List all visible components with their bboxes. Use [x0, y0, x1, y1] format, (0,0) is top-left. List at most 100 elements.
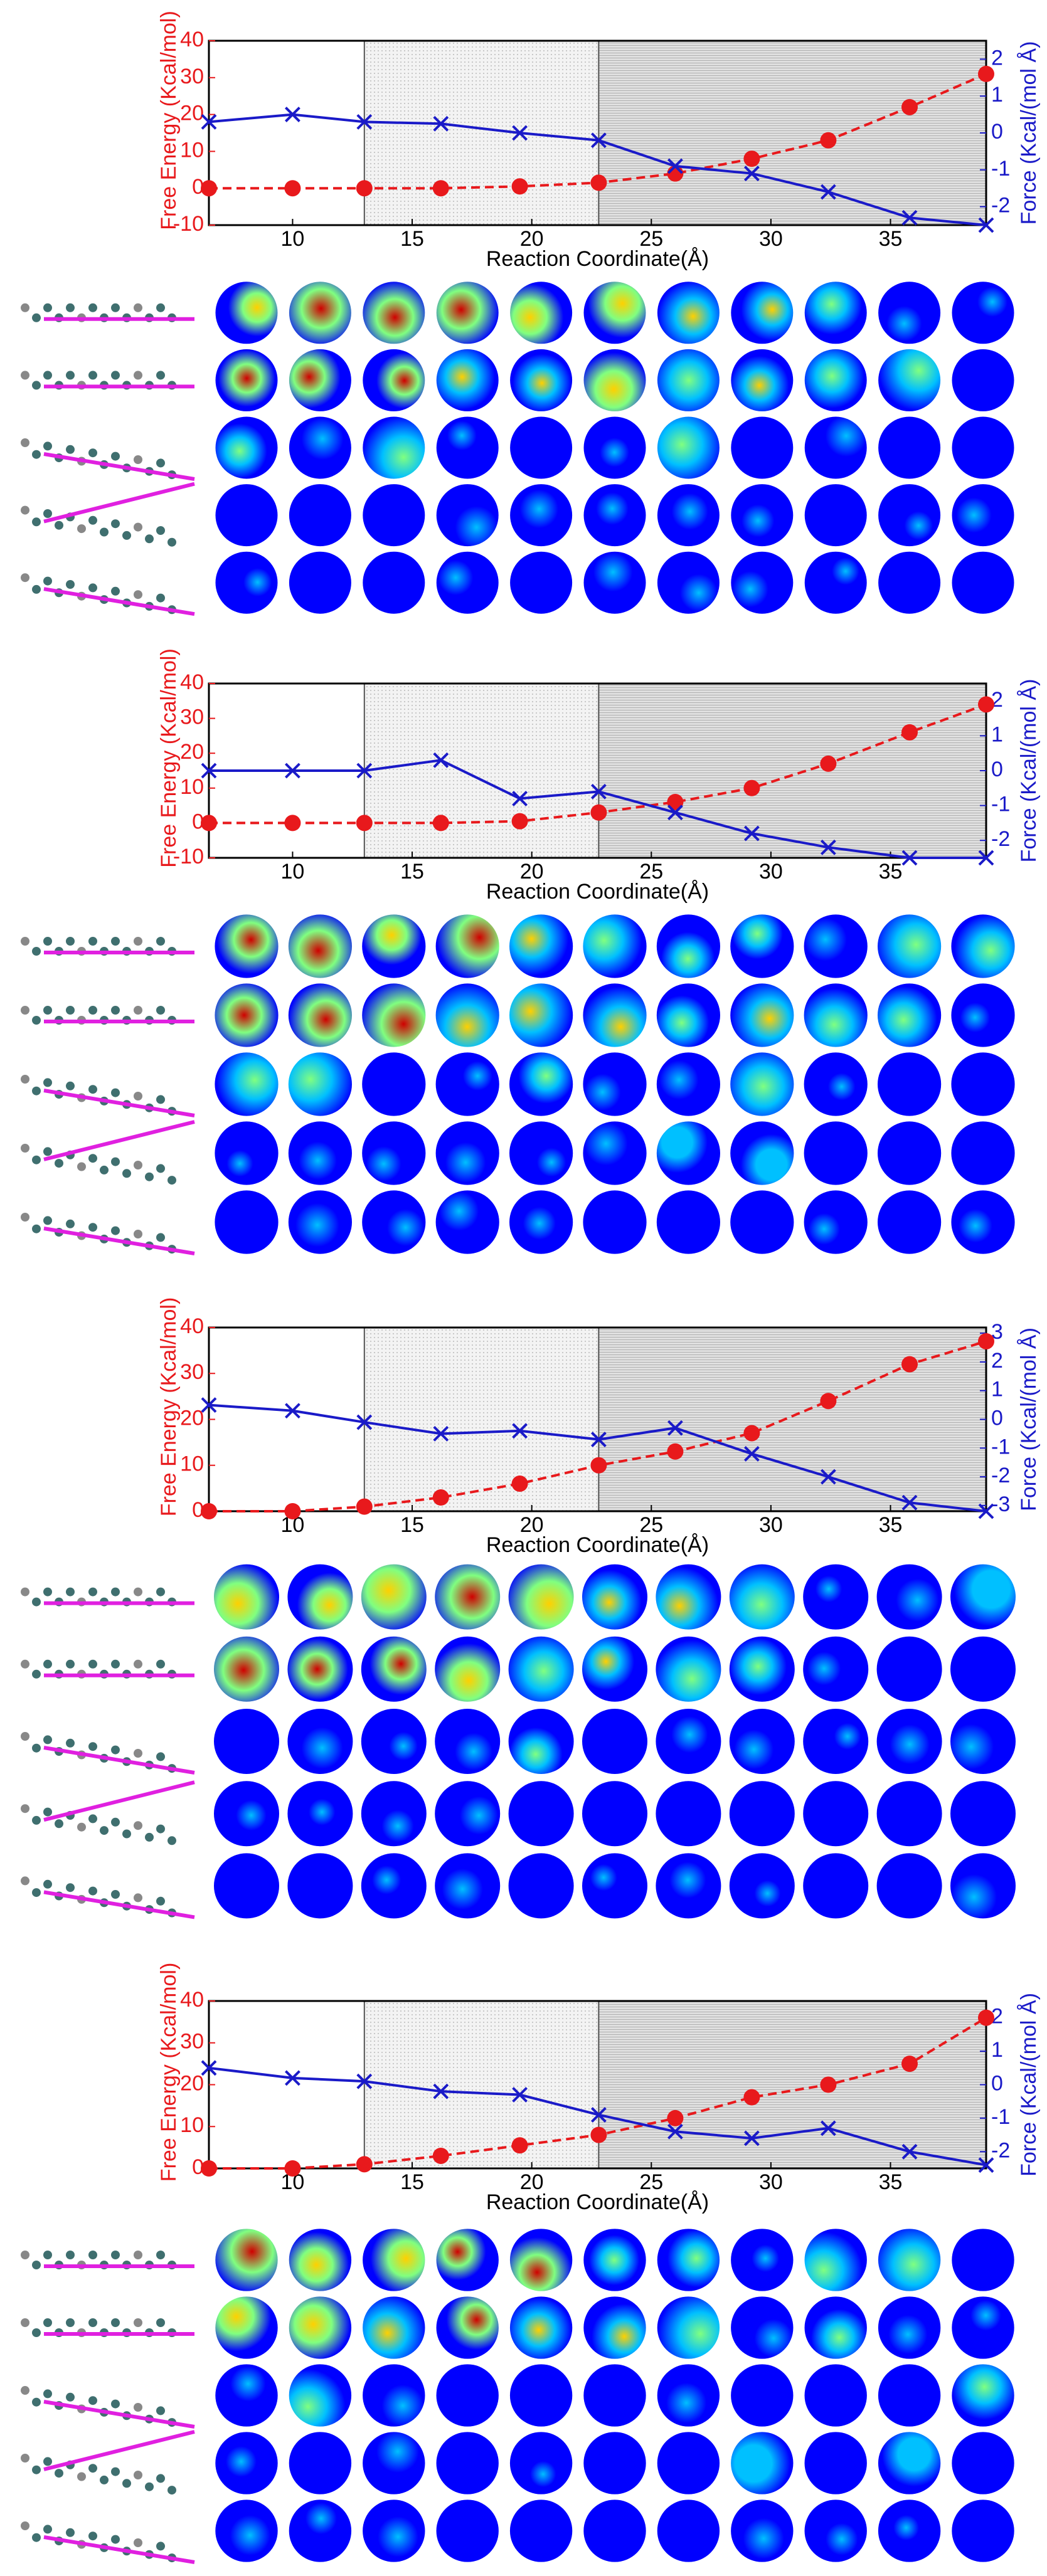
atom: [88, 1742, 97, 1751]
x-tick-label: 30: [759, 860, 783, 884]
density-map: [656, 1709, 721, 1774]
density-map: [583, 2364, 646, 2426]
atom: [21, 573, 29, 582]
density-map: [289, 2364, 351, 2426]
density-map: [435, 1565, 500, 1630]
density-map: [509, 1637, 574, 1702]
y-tick-label: 40: [180, 1988, 204, 2012]
density-map: [437, 484, 499, 546]
y2-tick-label: -1: [991, 793, 1010, 816]
density-map: [435, 1853, 500, 1918]
atom: [134, 1749, 142, 1758]
atom: [21, 2521, 29, 2530]
density-map: [583, 2499, 646, 2562]
y2-tick-label: 0: [991, 120, 1003, 144]
y2-tick-label: 2: [991, 1349, 1003, 1373]
atom: [156, 2251, 165, 2259]
density-map: [215, 1052, 278, 1116]
energy-marker: [356, 2156, 373, 2172]
y-axis-label: Free Energy (Kcal/mol): [157, 1963, 181, 2182]
density-map: [509, 1121, 573, 1185]
density-map: [730, 1637, 795, 1702]
density-map: [435, 1637, 500, 1702]
x-tick-label: 10: [281, 227, 305, 251]
density-map: [805, 282, 867, 344]
energy-marker: [284, 1503, 300, 1519]
x-tick-label: 35: [879, 860, 903, 884]
x-axis-label: Reaction Coordinate(Å): [486, 2190, 709, 2214]
atom: [66, 445, 75, 454]
density-map: [362, 914, 425, 978]
density-map: [583, 1052, 646, 1116]
density-map: [952, 2229, 1014, 2291]
atom: [21, 506, 29, 515]
energy-marker: [512, 813, 528, 830]
energy-marker: [590, 174, 607, 191]
y-axis-label: Free Energy (Kcal/mol): [157, 11, 181, 230]
energy-marker: [590, 805, 607, 821]
atom: [134, 304, 142, 312]
y2-tick-label: 1: [991, 2038, 1003, 2062]
energy-marker: [201, 2160, 217, 2177]
atom: [134, 2251, 142, 2259]
atom: [21, 1075, 29, 1084]
density-map: [952, 282, 1014, 344]
atom: [111, 1746, 120, 1755]
density-map: [363, 349, 425, 411]
atom: [43, 1660, 52, 1669]
atom: [88, 1887, 97, 1896]
density-map: [216, 484, 278, 546]
density-map: [878, 2499, 940, 2562]
density-map: [362, 1190, 425, 1254]
atom: [134, 1660, 142, 1669]
atom: [156, 2406, 165, 2415]
shaded-region: [364, 2001, 599, 2168]
density-map: [730, 1121, 794, 1185]
atom: [134, 455, 142, 464]
energy-marker: [820, 132, 836, 149]
density-map: [951, 1190, 1014, 1254]
atom: [21, 1213, 29, 1222]
atom: [21, 2386, 29, 2395]
density-map: [584, 417, 646, 479]
y-tick-label: 40: [180, 1314, 204, 1338]
atom: [88, 2251, 97, 2259]
density-map: [289, 552, 351, 614]
atom: [32, 585, 41, 594]
y-tick-label: 20: [180, 1406, 204, 1430]
density-map: [510, 484, 572, 546]
density-map: [289, 1190, 352, 1254]
atom: [32, 1225, 41, 1233]
y2-tick-label: 2: [991, 46, 1003, 70]
atom: [167, 1836, 176, 1845]
energy-marker: [201, 1503, 217, 1519]
atom: [43, 1735, 52, 1744]
atom: [21, 1732, 29, 1741]
atom: [134, 2318, 142, 2327]
density-map: [730, 983, 794, 1047]
density-map: [804, 1190, 868, 1254]
density-map: [803, 1637, 868, 1702]
dipole-arrow: [44, 1782, 194, 1820]
density-map: [214, 1637, 279, 1702]
density-map: [877, 1637, 942, 1702]
density-map: [363, 484, 425, 546]
density-map: [657, 552, 720, 614]
energy-marker: [356, 180, 373, 196]
atom: [32, 2398, 41, 2407]
y-tick-label: 40: [180, 28, 204, 51]
density-map: [582, 1565, 647, 1630]
density-map: [582, 1853, 647, 1918]
density-map: [437, 2296, 499, 2358]
density-map: [657, 2364, 720, 2426]
density-map: [657, 1190, 720, 1254]
x-axis-label: Reaction Coordinate(Å): [486, 880, 709, 904]
x-tick-label: 30: [759, 227, 783, 251]
energy-marker: [743, 1425, 760, 1441]
atom: [88, 1814, 97, 1823]
atom: [156, 1095, 165, 1104]
atom: [32, 1156, 41, 1164]
density-map: [803, 1781, 868, 1846]
density-map: [510, 2432, 572, 2494]
atom: [134, 1006, 142, 1015]
